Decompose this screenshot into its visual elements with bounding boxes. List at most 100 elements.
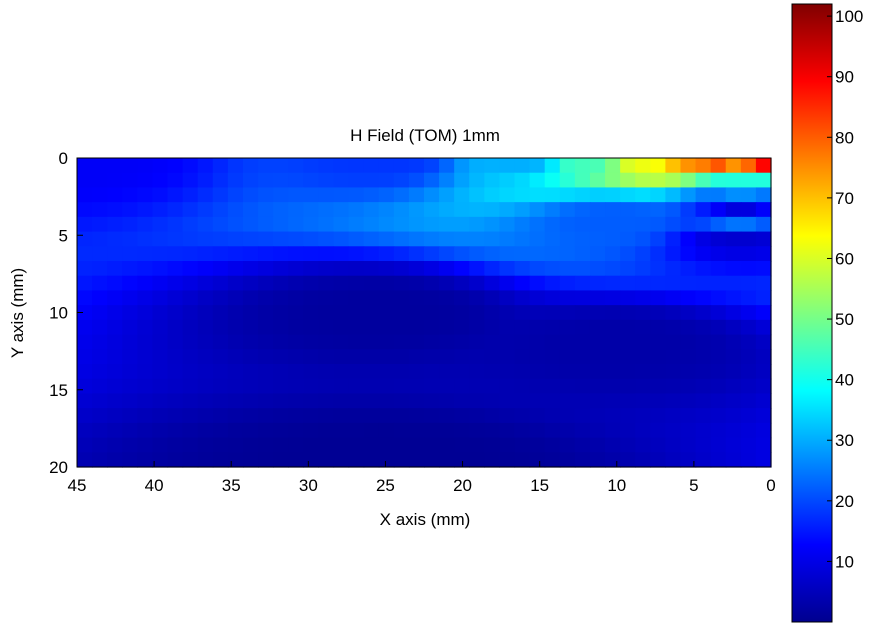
heatmap-cell xyxy=(710,202,727,218)
heatmap-cell xyxy=(454,275,470,292)
heatmap-cell xyxy=(122,393,138,409)
heatmap-cell xyxy=(544,305,561,321)
heatmap-cell xyxy=(273,158,289,174)
heatmap-cell xyxy=(620,187,636,203)
heatmap-cell xyxy=(122,305,138,321)
heatmap-cell xyxy=(107,305,123,321)
heatmap-cell xyxy=(680,261,697,277)
heatmap-cell xyxy=(348,172,365,189)
heatmap-cell xyxy=(363,319,380,336)
heatmap-cell xyxy=(288,437,304,453)
heatmap-cell xyxy=(589,187,606,203)
heatmap-cell xyxy=(258,231,274,247)
heatmap-cell xyxy=(665,408,682,424)
heatmap-cell xyxy=(77,364,93,380)
y-tick-label: 20 xyxy=(49,458,68,477)
heatmap-cell xyxy=(680,246,697,262)
heatmap-cell xyxy=(393,172,410,189)
heatmap-cell xyxy=(680,393,697,409)
heatmap-cell xyxy=(650,349,666,365)
heatmap-cell xyxy=(620,422,636,439)
heatmap-cell xyxy=(725,158,742,174)
heatmap-cell xyxy=(484,216,501,233)
heatmap-cell xyxy=(499,319,516,336)
heatmap-cell xyxy=(755,408,772,424)
heatmap-cell xyxy=(484,364,501,380)
heatmap-cell xyxy=(77,158,93,174)
heatmap-cell xyxy=(725,275,742,292)
heatmap-cell xyxy=(544,246,561,262)
heatmap-cell xyxy=(574,275,591,292)
heatmap-cell xyxy=(574,202,591,218)
heatmap-cell xyxy=(529,187,546,203)
heatmap-cell xyxy=(137,172,154,189)
heatmap-cell xyxy=(137,261,154,277)
heatmap-cell xyxy=(92,275,108,292)
heatmap-cell xyxy=(665,261,682,277)
heatmap-cell xyxy=(529,393,546,409)
heatmap-cell xyxy=(605,305,621,321)
heatmap-cell xyxy=(695,393,712,409)
heatmap-cell xyxy=(725,290,742,306)
heatmap-cell xyxy=(725,187,742,203)
heatmap-cell xyxy=(589,290,606,306)
heatmap-cell xyxy=(529,172,546,189)
heatmap-cell xyxy=(559,158,576,174)
heatmap-cell xyxy=(740,378,757,395)
heatmap-cell xyxy=(242,275,259,292)
heatmap-cell xyxy=(197,231,214,247)
heatmap xyxy=(77,158,772,468)
colorbar-tick-label: 50 xyxy=(835,310,854,329)
heatmap-cell xyxy=(469,349,485,365)
heatmap-cell xyxy=(424,216,440,233)
heatmap-cell xyxy=(710,246,727,262)
heatmap-cell xyxy=(258,319,274,336)
heatmap-cell xyxy=(605,437,621,453)
heatmap-cell xyxy=(695,378,712,395)
heatmap-cell xyxy=(740,261,757,277)
heatmap-cell xyxy=(635,246,651,262)
heatmap-cell xyxy=(348,246,365,262)
heatmap-cell xyxy=(454,216,470,233)
heatmap-cell xyxy=(137,290,154,306)
heatmap-cell xyxy=(469,231,485,247)
heatmap-cell xyxy=(273,393,289,409)
heatmap-cell xyxy=(378,305,395,321)
heatmap-cell xyxy=(77,261,93,277)
heatmap-cell xyxy=(393,290,410,306)
heatmap-cell xyxy=(348,305,365,321)
heatmap-cell xyxy=(107,202,123,218)
heatmap-cell xyxy=(454,319,470,336)
heatmap-cell xyxy=(333,393,350,409)
heatmap-cell xyxy=(242,246,259,262)
heatmap-cell xyxy=(137,231,154,247)
heatmap-cell xyxy=(650,437,666,453)
heatmap-cell xyxy=(212,393,229,409)
heatmap-cell xyxy=(288,172,304,189)
heatmap-cell xyxy=(197,452,214,468)
heatmap-cell xyxy=(725,319,742,336)
heatmap-cell xyxy=(107,319,123,336)
heatmap-cell xyxy=(152,319,169,336)
x-tick-label: 25 xyxy=(376,476,395,495)
heatmap-cell xyxy=(665,275,682,292)
heatmap-cell xyxy=(484,319,501,336)
heatmap-cell xyxy=(559,275,576,292)
colorbar-ticks: 10 20 30 40 50 60 70 80 90 100 xyxy=(827,7,863,571)
heatmap-cell xyxy=(635,187,651,203)
heatmap-cell xyxy=(439,393,455,409)
heatmap-cell xyxy=(363,275,380,292)
heatmap-cell xyxy=(107,452,123,468)
heatmap-cell xyxy=(273,231,289,247)
heatmap-cell xyxy=(665,246,682,262)
heatmap-cell xyxy=(665,349,682,365)
heatmap-cell xyxy=(469,158,485,174)
heatmap-cell xyxy=(348,408,365,424)
heatmap-cell xyxy=(227,334,244,350)
heatmap-cell xyxy=(740,408,757,424)
heatmap-cell xyxy=(378,202,395,218)
heatmap-cell xyxy=(499,334,516,350)
heatmap-cell xyxy=(635,393,651,409)
heatmap-cell xyxy=(484,290,501,306)
heatmap-cell xyxy=(589,452,606,468)
